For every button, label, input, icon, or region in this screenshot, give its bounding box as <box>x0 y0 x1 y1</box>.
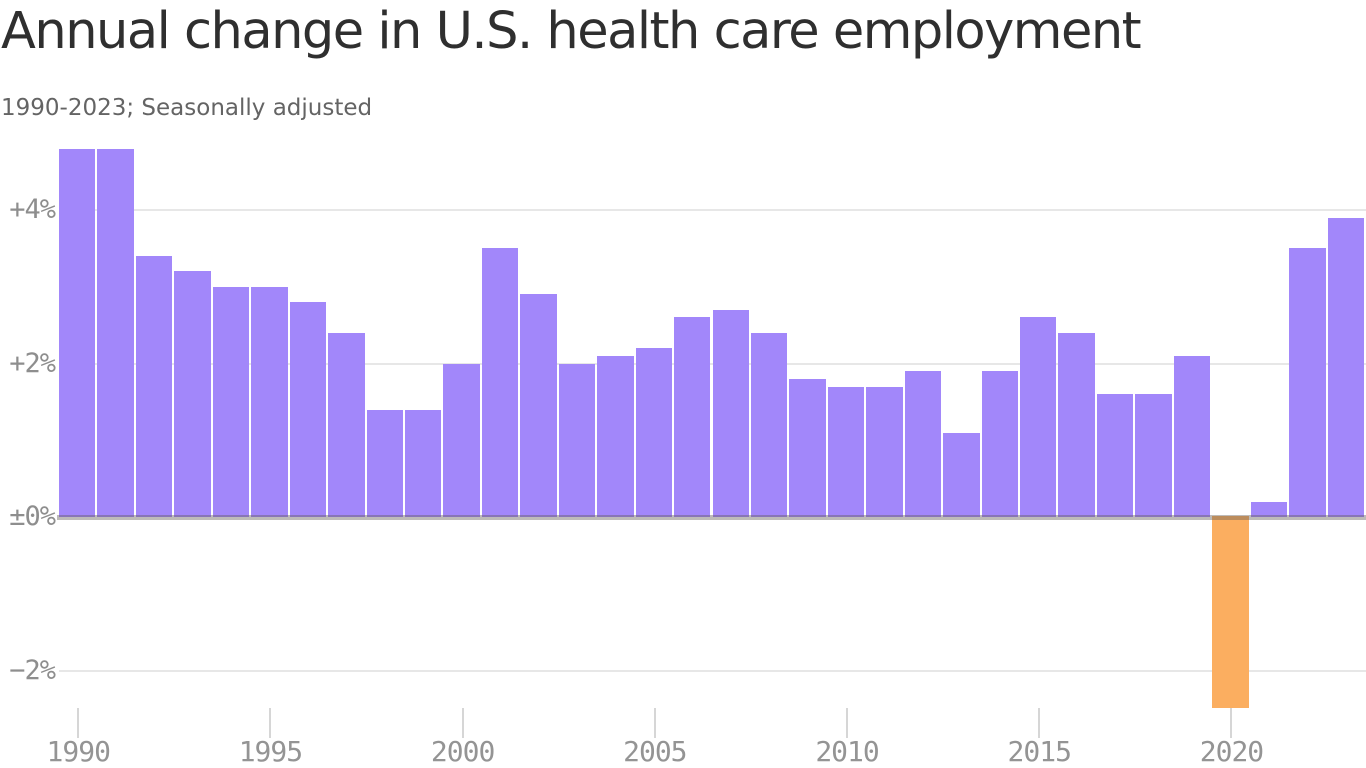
bar-1990 <box>59 148 96 517</box>
bar-2022 <box>1289 248 1326 517</box>
bar-2006 <box>674 317 711 517</box>
bar-2005 <box>635 348 673 517</box>
bar-2023 <box>1327 217 1364 517</box>
chart-title: Annual change in U.S. health care employ… <box>1 2 1142 61</box>
bar-2011 <box>866 386 903 517</box>
x-tick-2020 <box>1230 708 1233 738</box>
gridline-−2% <box>59 669 1366 672</box>
y-axis-label-+4%: +4% <box>9 194 56 225</box>
bar-1992 <box>135 256 173 517</box>
bar-2021 <box>1250 501 1288 517</box>
zero-baseline <box>57 515 1366 520</box>
y-axis-label-−2%: −2% <box>9 654 56 686</box>
x-axis-label-2015: 2015 <box>1007 735 1072 768</box>
chart-subtitle: 1990-2023; Seasonally adjusted <box>1 95 373 121</box>
bar-1996 <box>289 302 327 517</box>
bar-1993 <box>174 271 211 517</box>
bar-2010 <box>827 386 865 517</box>
x-tick-1995 <box>269 708 272 738</box>
x-axis-label-2000: 2000 <box>430 735 495 768</box>
x-tick-1990 <box>77 708 80 738</box>
bar-2012 <box>904 371 942 517</box>
bar-2020 <box>1212 516 1249 708</box>
bar-2014 <box>981 371 1019 517</box>
bar-2017 <box>1096 394 1134 517</box>
x-tick-2010 <box>846 708 849 738</box>
bar-2002 <box>520 294 557 517</box>
bar-1995 <box>251 286 288 517</box>
x-axis-label-2010: 2010 <box>815 735 879 768</box>
bar-1997 <box>328 332 365 517</box>
x-tick-2000 <box>461 708 464 738</box>
bar-2001 <box>481 248 519 517</box>
bar-2008 <box>750 332 788 517</box>
y-axis-label-±0%: ±0% <box>9 501 56 532</box>
bar-2016 <box>1058 332 1095 517</box>
x-tick-2015 <box>1038 708 1041 738</box>
bar-2004 <box>597 355 634 517</box>
bar-2015 <box>1020 317 1057 517</box>
bar-2003 <box>558 363 596 517</box>
bar-1994 <box>212 286 250 517</box>
x-axis-label-1990: 1990 <box>46 735 111 768</box>
bar-2019 <box>1173 355 1211 517</box>
bar-1999 <box>404 409 442 517</box>
gridline-+4% <box>59 209 1366 211</box>
bar-1998 <box>366 409 403 517</box>
x-axis-label-2020: 2020 <box>1199 735 1264 768</box>
bar-2000 <box>443 363 480 517</box>
bar-2013 <box>943 432 980 517</box>
bar-2018 <box>1135 394 1172 517</box>
bar-2009 <box>789 378 826 517</box>
y-axis-label-+2%: +2% <box>9 347 56 379</box>
x-tick-2005 <box>653 708 656 738</box>
x-axis-label-1995: 1995 <box>238 735 303 768</box>
x-axis-label-2005: 2005 <box>623 735 687 768</box>
bar-1991 <box>97 148 134 517</box>
bar-2007 <box>712 309 749 517</box>
